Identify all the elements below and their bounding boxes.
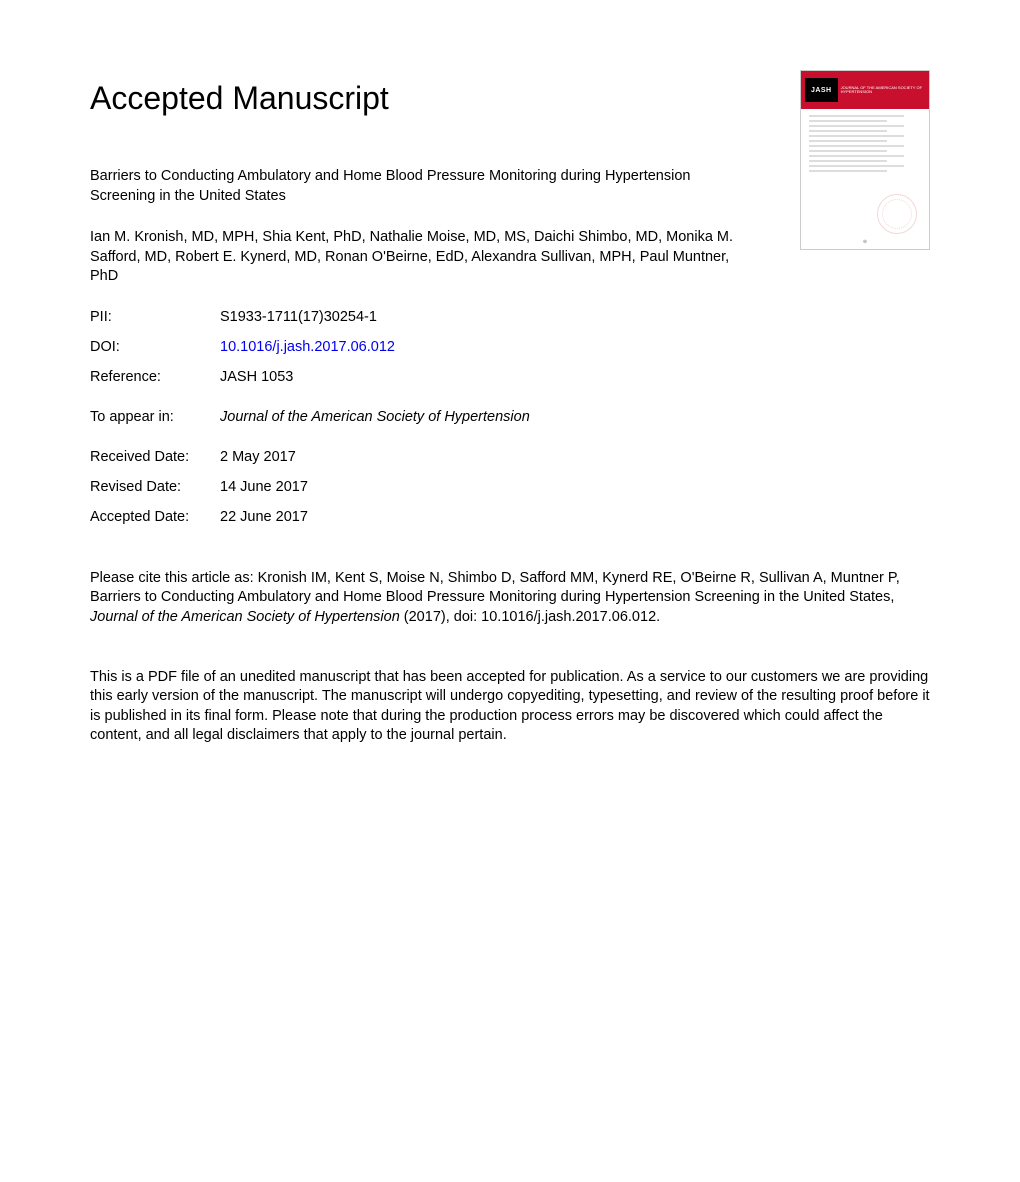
received-label: Received Date: [90,449,220,465]
meta-row-received: Received Date: 2 May 2017 [90,449,930,465]
disclaimer-text: This is a PDF file of an unedited manusc… [90,668,930,746]
doi-link[interactable]: 10.1016/j.jash.2017.06.012 [220,339,930,355]
reference-value: JASH 1053 [220,369,930,385]
journal-logo-subtitle: JOURNAL OF THE AMERICAN SOCIETY OF HYPER… [841,86,925,95]
citation-suffix: (2017), doi: 10.1016/j.jash.2017.06.012. [400,609,660,625]
cover-text-line [809,145,904,147]
doi-label: DOI: [90,339,220,355]
spacer [90,439,930,449]
citation-block: Please cite this article as: Kronish IM,… [90,569,930,628]
meta-row-revised: Revised Date: 14 June 2017 [90,479,930,495]
appearin-value: Journal of the American Society of Hyper… [220,409,930,425]
author-list: Ian M. Kronish, MD, MPH, Shia Kent, PhD,… [90,228,750,287]
cover-text-line [809,165,904,167]
revised-label: Revised Date: [90,479,220,495]
cover-text-line [809,115,904,117]
meta-row-pii: PII: S1933-1711(17)30254-1 [90,309,930,325]
received-value: 2 May 2017 [220,449,930,465]
citation-prefix: Please cite this article as: Kronish IM,… [90,570,900,606]
article-title: Barriers to Conducting Ambulatory and Ho… [90,167,730,206]
citation-journal: Journal of the American Society of Hyper… [90,609,400,625]
appearin-label: To appear in: [90,409,220,425]
meta-row-accepted: Accepted Date: 22 June 2017 [90,509,930,525]
pii-label: PII: [90,309,220,325]
meta-row-reference: Reference: JASH 1053 [90,369,930,385]
meta-row-doi: DOI: 10.1016/j.jash.2017.06.012 [90,339,930,355]
cover-text-line [809,170,887,172]
cover-text-line [809,125,904,127]
meta-row-appearin: To appear in: Journal of the American So… [90,409,930,425]
cover-publisher-mark: ⊕ [863,239,867,245]
cover-text-line [809,155,904,157]
accepted-label: Accepted Date: [90,509,220,525]
pii-value: S1933-1711(17)30254-1 [220,309,930,325]
cover-text-line [809,130,887,132]
cover-text-line [809,135,904,137]
cover-text-line [809,160,887,162]
cover-text-line [809,120,887,122]
journal-logo: JASH [805,78,838,102]
spacer [90,539,930,569]
cover-text-line [809,140,887,142]
cover-seal-icon [877,194,917,234]
cover-text-line [809,150,887,152]
reference-label: Reference: [90,369,220,385]
manuscript-page: JASH JOURNAL OF THE AMERICAN SOCIETY OF … [0,0,1020,806]
journal-cover-thumbnail: JASH JOURNAL OF THE AMERICAN SOCIETY OF … [800,70,930,250]
spacer [90,399,930,409]
revised-value: 14 June 2017 [220,479,930,495]
cover-header-band: JASH JOURNAL OF THE AMERICAN SOCIETY OF … [801,71,929,109]
cover-body [801,109,929,181]
accepted-value: 22 June 2017 [220,509,930,525]
